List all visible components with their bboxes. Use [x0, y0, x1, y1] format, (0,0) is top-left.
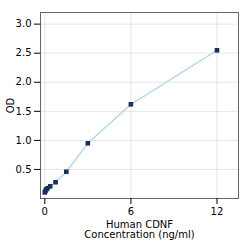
svg-text:OD: OD — [5, 97, 16, 113]
svg-text:0: 0 — [42, 206, 48, 217]
svg-text:Human CDNFConcentration (ng/ml: Human CDNFConcentration (ng/ml) — [84, 219, 194, 240]
svg-text:2.0: 2.0 — [16, 76, 32, 87]
svg-text:2.5: 2.5 — [16, 47, 32, 58]
svg-text:6: 6 — [128, 206, 134, 217]
svg-text:1.5: 1.5 — [16, 106, 32, 117]
svg-text:12: 12 — [211, 206, 224, 217]
svg-text:0.5: 0.5 — [16, 164, 32, 175]
svg-text:3.0: 3.0 — [16, 18, 32, 29]
svg-text:1.0: 1.0 — [16, 135, 32, 146]
